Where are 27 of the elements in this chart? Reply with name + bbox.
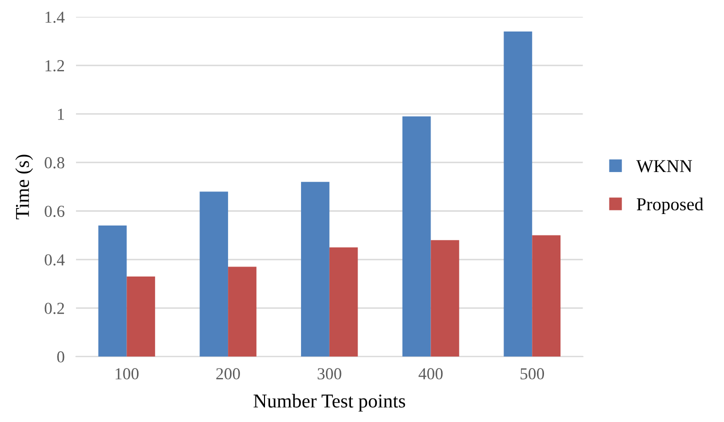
bar <box>532 235 561 357</box>
legend-label: WKNN <box>636 160 692 172</box>
y-tick-label: 1.2 <box>46 60 64 72</box>
x-tick-label: 400 <box>418 368 443 380</box>
bar <box>430 240 460 357</box>
bar <box>504 31 532 357</box>
y-tick-label: 1.4 <box>46 12 65 23</box>
bar <box>329 247 358 357</box>
x-tick-label: 100 <box>116 368 139 380</box>
y-tick-label: 0.8 <box>44 157 64 168</box>
bar <box>301 182 330 357</box>
bar <box>200 192 228 357</box>
y-tick-label: 1 <box>58 108 64 120</box>
bar <box>126 276 156 357</box>
legend-label: Proposed <box>636 198 704 214</box>
bar <box>228 266 256 357</box>
y-tick-label: 0.4 <box>44 254 65 266</box>
y-axis-title: Time (s) <box>15 154 33 220</box>
x-tick-label: 200 <box>216 368 240 380</box>
x-axis-title: Number Test points <box>254 394 406 412</box>
bar <box>98 226 127 357</box>
x-tick-label: 500 <box>520 368 544 380</box>
x-tick-label: 300 <box>318 368 342 380</box>
bar <box>402 116 431 357</box>
y-tick-label: 0.2 <box>44 302 64 314</box>
y-tick-label: 0.6 <box>44 206 64 218</box>
y-tick-label: 0 <box>57 351 64 363</box>
